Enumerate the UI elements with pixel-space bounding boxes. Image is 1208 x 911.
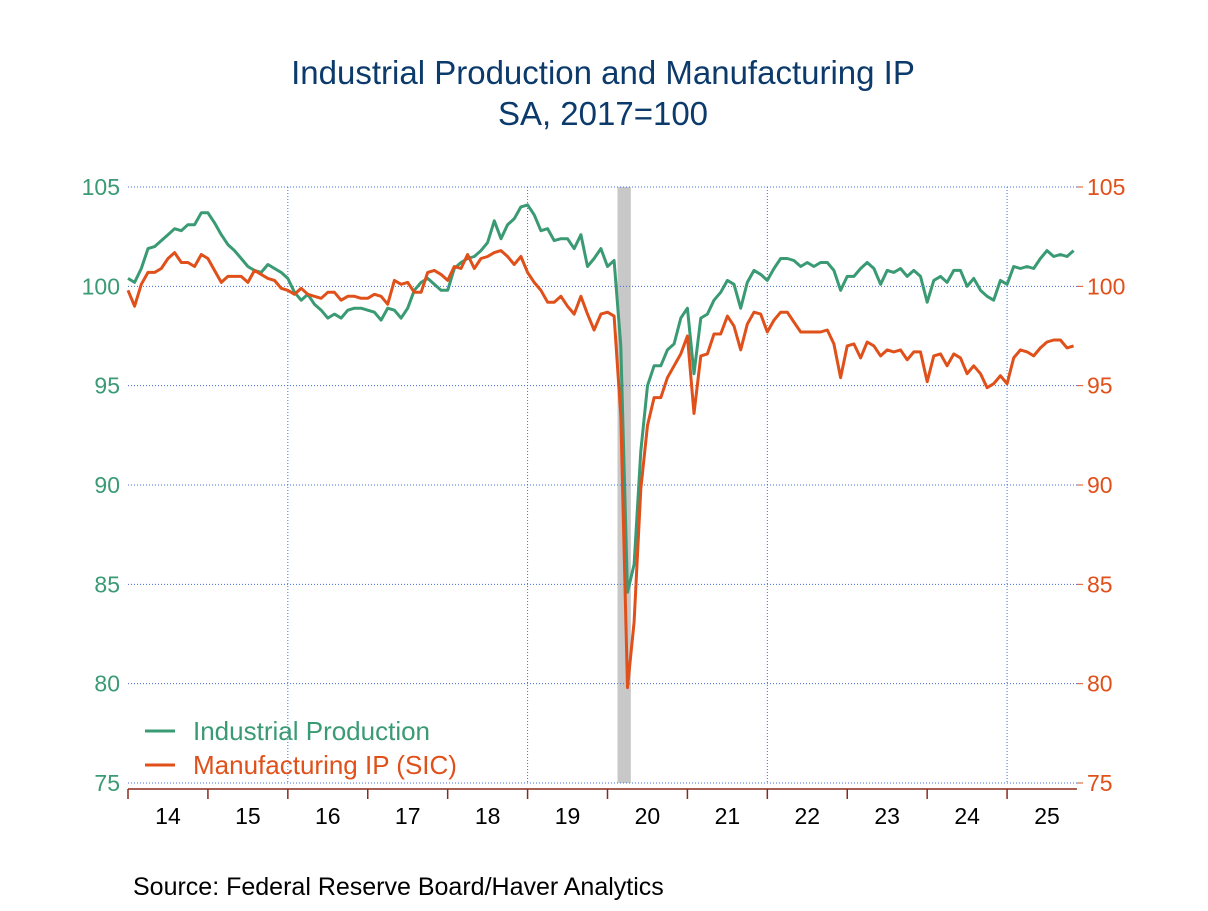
y2-tick-label: 90 — [1087, 472, 1113, 498]
x-tick-label: 16 — [315, 803, 341, 829]
x-tick-label: 21 — [715, 803, 741, 829]
y2-tick-label: 100 — [1087, 273, 1125, 299]
x-tick-label: 15 — [235, 803, 261, 829]
y-tick-label: 75 — [94, 770, 120, 796]
y-tick-label: 85 — [94, 571, 120, 597]
x-tick-label: 18 — [475, 803, 501, 829]
x-tick-label: 20 — [635, 803, 661, 829]
x-tick-label: 14 — [155, 803, 181, 829]
x-tick-label: 17 — [395, 803, 421, 829]
chart-subtitle: SA, 2017=100 — [498, 95, 708, 132]
x-tick-label: 19 — [555, 803, 581, 829]
legend-label: Manufacturing IP (SIC) — [193, 750, 457, 780]
y-tick-label: 80 — [94, 671, 120, 697]
y-tick-label: 90 — [94, 472, 120, 498]
x-tick-label: 22 — [794, 803, 820, 829]
chart-title: Industrial Production and Manufacturing … — [291, 54, 915, 91]
y-tick-label: 100 — [82, 273, 120, 299]
x-tick-label: 23 — [874, 803, 900, 829]
y-tick-label: 95 — [94, 373, 120, 399]
y2-tick-label: 95 — [1087, 373, 1113, 399]
legend-label: Industrial Production — [193, 716, 430, 746]
x-tick-label: 25 — [1034, 803, 1060, 829]
source-note: Source: Federal Reserve Board/Haver Anal… — [133, 873, 664, 901]
y-tick-label: 105 — [82, 174, 120, 200]
series-line — [127, 203, 1075, 594]
series-line — [126, 249, 1075, 690]
y2-tick-label: 75 — [1087, 770, 1113, 796]
y2-tick-label: 105 — [1087, 174, 1125, 200]
y2-tick-label: 85 — [1087, 571, 1113, 597]
y2-tick-label: 80 — [1087, 671, 1113, 697]
x-tick-label: 24 — [954, 803, 980, 829]
